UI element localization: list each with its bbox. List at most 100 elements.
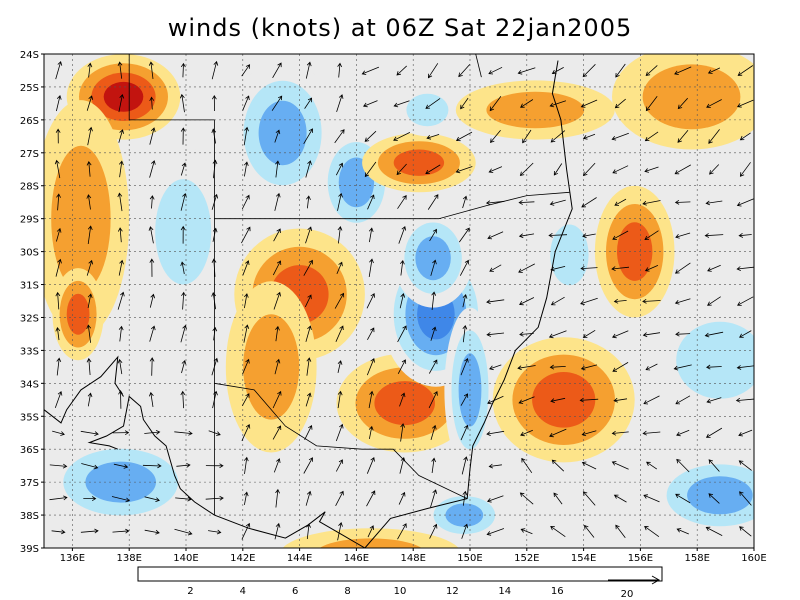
wind-arrow (611, 330, 629, 339)
wind-arrow (396, 65, 407, 76)
wind-arrow (111, 496, 131, 503)
wind-arrow (487, 231, 504, 240)
wind-arrow (611, 132, 629, 141)
wind-arrow (272, 62, 282, 79)
wind-arrow (241, 424, 251, 441)
wind-arrow (737, 296, 754, 306)
wind-arrow (180, 162, 187, 176)
wind-arrow (426, 134, 440, 140)
wind-arrow (243, 491, 249, 505)
wind-arrow (520, 429, 533, 437)
wind-arrow (400, 423, 406, 442)
wind-arrow (212, 159, 218, 179)
wind-arrow (581, 430, 597, 437)
wind-arrow (52, 430, 65, 436)
colorbar-label: 16 (551, 586, 564, 597)
wind-arrow (117, 291, 125, 310)
speed-contour (66, 293, 90, 335)
wind-arrow (425, 164, 441, 174)
y-tick-label: 38S (20, 511, 39, 522)
wind-arrow (431, 291, 437, 310)
wind-arrow (272, 425, 282, 440)
wind-arrow (428, 390, 438, 409)
wind-arrow (455, 166, 473, 174)
wind-arrow (55, 128, 61, 144)
wind-arrow (241, 393, 250, 406)
wind-arrow (674, 66, 692, 75)
wind-arrow (460, 393, 469, 406)
wind-arrow (335, 423, 344, 442)
wind-arrow (305, 392, 312, 407)
wind-arrow (205, 495, 224, 501)
wind-arrow (86, 357, 92, 376)
wind-arrow (112, 528, 130, 534)
wind-arrow (549, 364, 566, 370)
wind-arrow (738, 232, 752, 238)
wind-arrow (739, 132, 751, 141)
wind-arrow (275, 488, 280, 508)
wind-arrow (707, 264, 721, 272)
plot-frame (43, 53, 755, 549)
wind-arrow (272, 260, 282, 276)
wind-arrow (118, 93, 125, 113)
wind-arrow (337, 360, 343, 373)
wind-arrow (243, 161, 249, 177)
wind-arrow (708, 459, 720, 472)
coastline-segment (214, 191, 570, 220)
wind-arrow (398, 225, 407, 244)
wind-arrow (304, 97, 313, 109)
wind-arrow (144, 429, 161, 435)
wind-arrow (611, 430, 629, 436)
wind-arrow (486, 495, 504, 503)
x-tick-label: 144E (287, 553, 312, 564)
wind-arrow (708, 129, 720, 144)
wind-arrow (675, 331, 691, 337)
wind-arrow (519, 331, 534, 337)
wind-arrow (739, 330, 752, 338)
wind-arrow (549, 100, 567, 108)
wind-arrow (211, 60, 219, 80)
wind-arrow (705, 427, 723, 438)
wind-arrow (273, 228, 281, 242)
wind-arrow (674, 262, 691, 274)
speed-contour (282, 528, 459, 548)
wind-arrow (362, 100, 378, 108)
y-tick-label: 24S (20, 50, 39, 61)
wind-arrow (335, 459, 344, 472)
wind-arrow (611, 266, 630, 272)
wind-arrow (459, 259, 469, 276)
wind-arrow (485, 200, 505, 206)
y-tick-label: 35S (20, 412, 39, 423)
wind-arrow (208, 430, 221, 436)
wind-arrow (86, 194, 92, 210)
wind-arrow (274, 522, 281, 540)
speed-contour (687, 476, 753, 515)
wind-arrow (272, 390, 282, 409)
wind-arrow (399, 457, 406, 474)
wind-arrow (271, 95, 283, 111)
wind-arrow (364, 161, 377, 178)
speed-contour (243, 314, 300, 420)
wind-arrow (461, 456, 468, 475)
wind-arrow (644, 265, 659, 272)
wind-arrow (366, 456, 375, 474)
coastline-segment (44, 355, 124, 424)
map-title: winds (knots) at 06Z Sat 22jan2005 (167, 14, 633, 42)
wind-arrow (737, 65, 754, 76)
wind-arrow (642, 332, 661, 338)
wind-arrow (676, 458, 690, 473)
wind-arrow (548, 232, 568, 238)
wind-arrow (243, 126, 249, 146)
wind-arrow (644, 525, 660, 538)
speed-contour (406, 93, 449, 127)
y-tick-label: 34S (20, 379, 39, 390)
wind-arrow (646, 461, 658, 470)
wind-arrow (549, 199, 566, 206)
wind-arrow (86, 324, 92, 343)
wind-arrow (460, 97, 469, 110)
wind-arrow (429, 228, 437, 242)
wind-arrow (148, 226, 154, 244)
speed-contour (374, 381, 436, 426)
wind-arrow (582, 64, 596, 78)
wind-arrow (86, 161, 92, 177)
